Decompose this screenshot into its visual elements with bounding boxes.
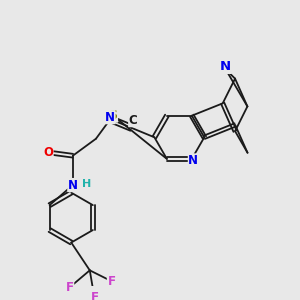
Text: N: N [105,111,115,124]
Text: F: F [107,274,116,288]
Text: H: H [82,178,91,188]
Text: F: F [90,291,98,300]
Text: N: N [188,154,198,167]
Text: F: F [66,281,74,294]
Text: S: S [109,109,118,122]
Text: N: N [68,178,78,192]
Text: N: N [220,60,231,74]
Text: C: C [129,114,137,127]
Text: O: O [43,146,53,159]
